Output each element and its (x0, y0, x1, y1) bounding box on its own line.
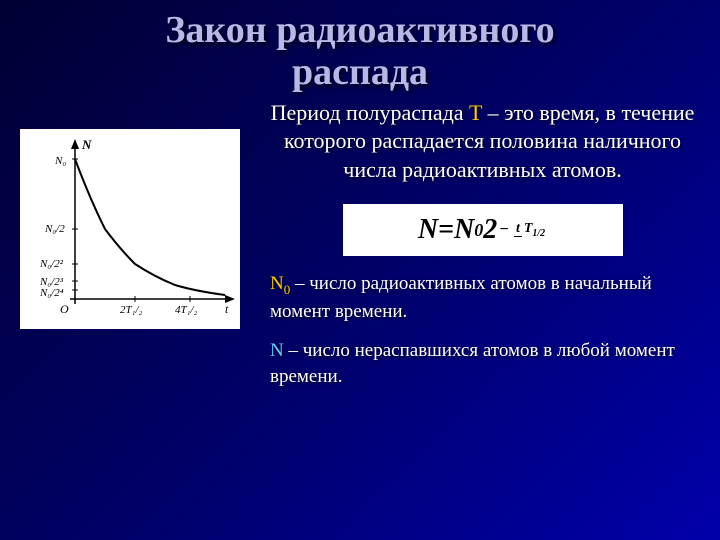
definition-text: Период полураспада T – это время, в тече… (270, 99, 695, 185)
legend-n0-line: N0 – число радиоактивных атомов в началь… (270, 271, 695, 324)
n-text: – число нераспавшихся атомов в любой мом… (270, 340, 675, 387)
exp-num: t (514, 221, 522, 237)
svg-text:t: t (225, 302, 229, 316)
formula-exponent: −tT1/2 (499, 222, 547, 239)
svg-text:N₀: N₀ (54, 155, 66, 167)
decay-chart: N N₀ N₀/2 N₀/2² N₀/2³ N₀/2⁴ O 2T₁/₂ 4T₁/… (20, 129, 240, 329)
formula-eq: = (438, 214, 454, 246)
svg-text:N: N (81, 137, 92, 152)
svg-text:4T₁/₂: 4T₁/₂ (175, 304, 197, 316)
svg-text:2T₁/₂: 2T₁/₂ (120, 304, 142, 316)
svg-text:N₀/2²: N₀/2² (39, 258, 64, 270)
exp-fraction: tT1/2 (514, 222, 547, 239)
n-symbol: N (270, 340, 284, 361)
def-prefix: Период полураспада (271, 100, 469, 125)
def-t-symbol: T (469, 100, 482, 125)
legend-n-line: N – число нераспавшихся атомов в любой м… (270, 338, 695, 389)
svg-text:O: O (60, 302, 69, 316)
left-column: N N₀ N₀/2 N₀/2² N₀/2³ N₀/2⁴ O 2T₁/₂ 4T₁/… (0, 99, 260, 404)
slide-title: Закон радиоактивного распада (0, 0, 720, 94)
exp-minus: − (499, 222, 509, 238)
formula-lhs: N (418, 214, 438, 246)
legend: N0 – число радиоактивных атомов в началь… (270, 271, 695, 389)
n0-symbol: N0 (270, 273, 290, 294)
title-line-2: распада (292, 51, 428, 93)
title-line-1: Закон радиоактивного (165, 9, 554, 51)
formula-n0: N (454, 214, 474, 246)
formula: N = N0 2−tT1/2 (343, 204, 623, 256)
right-column: Период полураспада T – это время, в тече… (260, 99, 720, 404)
content-area: N N₀ N₀/2 N₀/2² N₀/2³ N₀/2⁴ O 2T₁/₂ 4T₁/… (0, 99, 720, 404)
formula-n0-sub: 0 (474, 220, 483, 241)
svg-text:N₀/2: N₀/2 (44, 223, 65, 235)
exp-den: T1/2 (522, 221, 547, 236)
n0-text: – число радиоактивных атомов в начальный… (270, 273, 652, 321)
formula-base: 2 (483, 214, 497, 246)
svg-text:N₀/2⁴: N₀/2⁴ (39, 287, 64, 299)
